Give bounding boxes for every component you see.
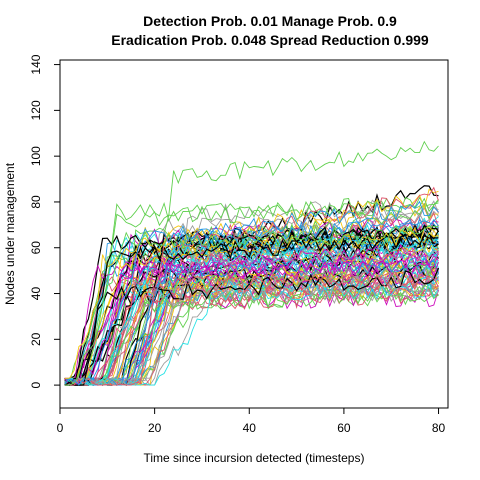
series-line — [64, 244, 439, 386]
series-line — [64, 251, 439, 386]
series-line — [64, 224, 440, 386]
x-axis-label: Time since incursion detected (timesteps… — [144, 451, 365, 465]
x-tick-label: 60 — [337, 421, 351, 435]
y-tick-label: 60 — [29, 241, 43, 255]
series-line — [64, 188, 439, 386]
series-line — [64, 243, 439, 386]
x-axis: 0 20 40 60 80 — [57, 407, 446, 435]
series-line — [64, 276, 439, 386]
series-line — [64, 273, 439, 386]
series-line — [64, 270, 439, 386]
y-tick-label: 40 — [29, 287, 43, 301]
series-line — [64, 254, 439, 386]
x-tick-label: 0 — [57, 421, 64, 435]
y-tick-label: 20 — [29, 332, 43, 346]
series-line — [64, 225, 439, 386]
x-tick-label: 20 — [148, 421, 162, 435]
series-line — [64, 140, 439, 386]
series-line — [64, 233, 439, 386]
series-line — [64, 186, 439, 386]
y-tick-label: 0 — [29, 381, 43, 388]
series-line — [64, 200, 439, 386]
y-axis-label: Nodes under management — [3, 162, 17, 305]
y-tick-label: 140 — [29, 54, 43, 74]
chart-title: Detection Prob. 0.01 Manage Prob. 0.9 — [143, 13, 397, 29]
y-tick-label: 100 — [29, 146, 43, 166]
x-tick-label: 80 — [432, 421, 446, 435]
x-tick-label: 40 — [243, 421, 257, 435]
series-line — [64, 259, 439, 386]
series-line — [64, 234, 439, 386]
chart-subtitle: Eradication Prob. 0.048 Spread Reduction… — [111, 32, 429, 48]
y-axis: 0 20 40 60 80 100 120 140 — [29, 54, 61, 388]
y-tick-label: 120 — [29, 100, 43, 120]
series-line — [64, 197, 439, 386]
series-layer — [64, 140, 440, 387]
series-line — [64, 284, 439, 386]
y-tick-label: 80 — [29, 195, 43, 209]
